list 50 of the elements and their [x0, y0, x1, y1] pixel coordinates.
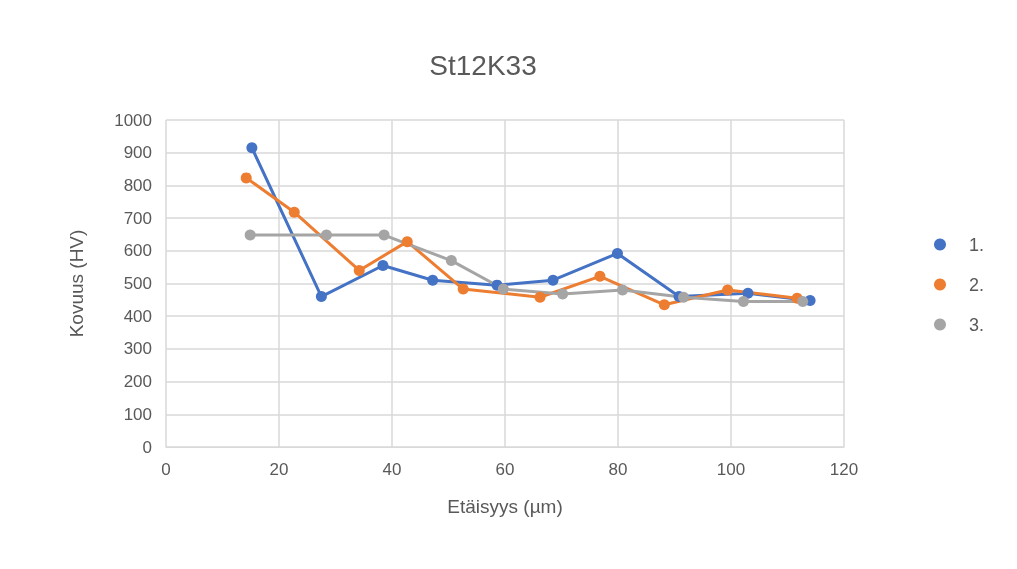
y-tick-label: 1000 — [114, 110, 152, 130]
x-tick-label: 60 — [495, 460, 515, 479]
point — [678, 291, 690, 303]
x-tick-label: 0 — [161, 460, 171, 479]
x-tick-label: 20 — [269, 460, 289, 479]
legend-label: 1. — [968, 234, 984, 255]
x-axis-title: Etäisyys (µm) — [447, 496, 563, 517]
y-axis-title: Kovuus (HV) — [66, 229, 87, 338]
x-tick-label: 80 — [608, 460, 628, 479]
x-tick-label: 120 — [829, 460, 859, 479]
legend-label: 2. — [968, 274, 984, 295]
point — [445, 255, 457, 267]
point — [737, 295, 749, 307]
point — [617, 284, 629, 296]
point — [244, 229, 256, 241]
y-tick-label: 900 — [123, 143, 152, 163]
y-tick-label: 800 — [123, 175, 152, 195]
point — [320, 229, 332, 241]
point — [457, 283, 469, 295]
point — [534, 291, 546, 303]
x-tick-label: 100 — [716, 460, 746, 479]
point — [557, 288, 569, 300]
chart-title: St12K33 — [429, 49, 537, 81]
y-tick-label: 700 — [123, 208, 152, 228]
y-tick-label: 200 — [123, 372, 152, 392]
point — [611, 247, 623, 259]
y-tick-label: 500 — [123, 274, 152, 293]
point — [378, 229, 390, 241]
point — [240, 172, 252, 184]
point — [658, 299, 670, 311]
legend-label: 3. — [968, 314, 984, 335]
y-tick-label: 600 — [123, 241, 152, 261]
point — [427, 274, 439, 286]
point — [497, 283, 509, 295]
y-tick-label: 400 — [123, 306, 152, 326]
point — [246, 142, 258, 154]
point — [742, 287, 754, 299]
point — [594, 270, 606, 282]
point — [547, 274, 559, 286]
y-tick-label: 0 — [142, 437, 152, 457]
y-tick-label: 100 — [123, 404, 152, 424]
point — [722, 284, 734, 296]
point — [315, 291, 327, 303]
point — [377, 260, 389, 272]
point — [797, 295, 809, 307]
x-tick-label: 40 — [382, 460, 402, 479]
point — [353, 264, 365, 276]
point — [288, 206, 300, 218]
y-tick-label: 300 — [123, 339, 152, 359]
point — [401, 236, 413, 248]
